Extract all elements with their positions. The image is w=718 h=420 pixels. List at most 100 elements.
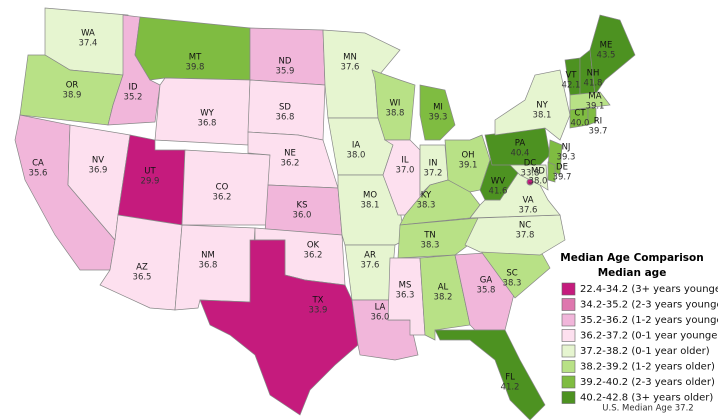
state-value: 35.8 — [477, 286, 496, 296]
state-value: 37.4 — [79, 39, 98, 49]
state-abbr: CO — [216, 183, 229, 193]
state-value: 29.9 — [141, 177, 160, 187]
state-value: 36.5 — [133, 273, 152, 283]
state-value: 38.1 — [533, 111, 552, 121]
state-value: 36.2 — [304, 251, 323, 261]
legend-swatch — [561, 329, 576, 342]
state-value: 36.3 — [396, 291, 415, 301]
state-abbr: OK — [307, 241, 320, 251]
state-value: 35.6 — [29, 169, 48, 179]
state-value: 38.9 — [63, 91, 82, 101]
state-abbr: KY — [421, 191, 432, 201]
state-value: 36.2 — [281, 159, 300, 169]
legend-swatch — [561, 344, 576, 358]
state-abbr: MO — [363, 191, 377, 201]
state-value: 42.1 — [562, 81, 581, 91]
state-value: 36.0 — [371, 313, 390, 323]
state-shape — [547, 161, 556, 183]
state-abbr: CT — [574, 109, 586, 119]
legend-label: 36.2-37.2 (0-1 year younger) — [580, 331, 718, 342]
state-shape — [199, 239, 359, 416]
states — [14, 7, 636, 420]
state-abbr: RI — [594, 117, 602, 127]
state-shape — [509, 164, 549, 191]
state-abbr: MT — [189, 53, 202, 63]
state-abbr: AR — [364, 251, 376, 261]
state-abbr: OH — [461, 151, 474, 161]
state-abbr: DE — [556, 163, 568, 173]
state-labels: WA37.4OR38.9CA35.6NV36.9ID35.2MT39.8WY36… — [29, 29, 616, 393]
state-abbr: WY — [200, 109, 214, 119]
state-value: 38.0 — [347, 151, 366, 161]
state-value: 33.8 — [521, 169, 540, 179]
state-shape — [587, 107, 597, 126]
state-value: 37.6 — [341, 63, 360, 73]
state-abbr: MN — [343, 53, 357, 63]
state-abbr: CA — [32, 159, 44, 169]
legend-swatch — [561, 360, 576, 373]
state-value: 36.0 — [293, 211, 312, 221]
state-abbr: SC — [506, 269, 517, 279]
state-value: 36.8 — [198, 119, 217, 129]
state-shape — [397, 217, 479, 259]
state-value: 41.6 — [489, 187, 508, 197]
state-value: 40.0 — [571, 119, 590, 129]
state-abbr: MD — [531, 167, 545, 177]
state-abbr: UT — [144, 167, 156, 177]
state-abbr: OR — [66, 81, 79, 91]
state-shape — [419, 84, 456, 141]
state-value: 41.8 — [584, 79, 603, 89]
state-abbr: NY — [536, 101, 548, 111]
state-abbr: IN — [429, 159, 438, 169]
state-value: 35.2 — [124, 93, 143, 103]
legend: 22.4-34.2 (3+ years younger) 34.2-35.2 (2… — [561, 282, 718, 404]
state-value: 37.2 — [424, 169, 443, 179]
legend-subtitle: Median age — [598, 267, 667, 279]
state-value: 36.8 — [276, 113, 295, 123]
legend-label: 35.2-36.2 (1-2 years younger) — [580, 315, 718, 326]
state-value: 37.6 — [519, 206, 538, 216]
state-value: 38.0 — [529, 177, 548, 187]
state-shape — [434, 329, 546, 420]
state-abbr: IA — [352, 141, 361, 151]
legend-label: 37.2-38.2 (0-1 year older) — [580, 346, 710, 357]
state-abbr: SD — [279, 103, 291, 113]
state-abbr: TN — [423, 231, 436, 241]
state-abbr: ME — [600, 41, 613, 51]
state-value: 40.4 — [511, 149, 530, 159]
state-value: 37.6 — [361, 261, 380, 271]
state-value: 38.8 — [386, 109, 405, 119]
legend-title: Median Age Comparison — [560, 252, 704, 264]
state-abbr: ND — [279, 57, 292, 67]
state-abbr: MA — [588, 92, 601, 102]
state-value: 39.7 — [553, 173, 572, 183]
state-value: 39.1 — [586, 102, 605, 112]
state-abbr: TX — [311, 296, 323, 306]
legend-swatch — [561, 282, 576, 296]
state-abbr: NV — [92, 156, 104, 166]
state-value: 39.3 — [557, 153, 576, 163]
state-shape — [526, 178, 534, 186]
state-value: 38.3 — [421, 241, 440, 251]
state-value: 33.9 — [309, 306, 328, 316]
state-value: 39.8 — [186, 63, 205, 73]
state-value: 37.0 — [396, 166, 415, 176]
legend-label: 34.2-35.2 (2-3 years younger) — [580, 300, 718, 311]
legend-swatch — [561, 298, 576, 311]
state-value: 38.3 — [417, 201, 436, 211]
note: U.S. Median Age 37.2 — [602, 404, 693, 414]
legend-label: 39.2-40.2 (2-3 years older) — [580, 377, 715, 388]
state-value: 39.3 — [429, 113, 448, 123]
state-value: 43.5 — [597, 51, 616, 61]
legend-swatch — [561, 375, 576, 389]
state-abbr: PA — [515, 139, 526, 149]
state-abbr: NC — [519, 221, 531, 231]
state-abbr: NM — [201, 251, 215, 261]
state-value: 38.2 — [434, 293, 453, 303]
state-value: 39.7 — [589, 127, 608, 137]
state-value: 36.2 — [213, 193, 232, 203]
state-abbr: VA — [522, 196, 533, 206]
state-value: 38.1 — [361, 201, 380, 211]
state-abbr: IL — [401, 156, 409, 166]
